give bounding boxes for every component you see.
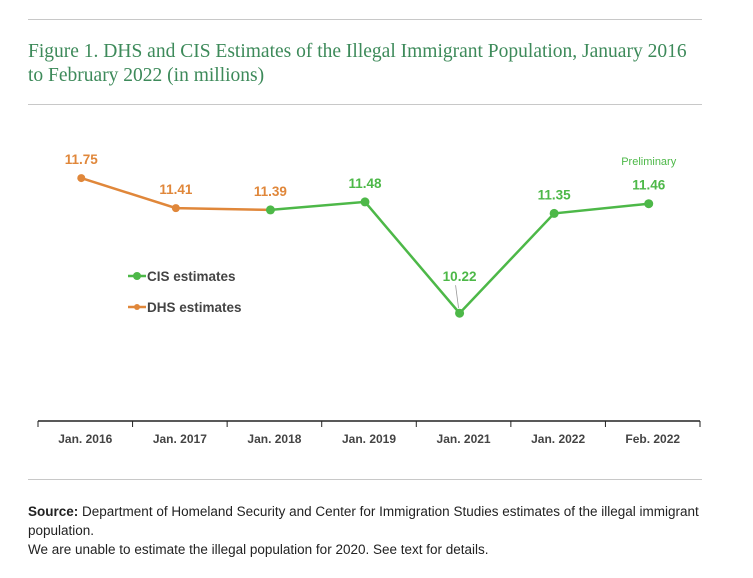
x-tick-label: Jan. 2021 (437, 432, 491, 446)
x-tick-label: Jan. 2019 (342, 432, 396, 446)
source-label: Source: (28, 504, 79, 519)
data-label: 11.41 (159, 182, 193, 197)
bottom-divider (28, 479, 702, 480)
data-label: 11.39 (254, 184, 287, 199)
legend-label: CIS estimates (147, 269, 236, 284)
source-note: Source: Department of Homeland Security … (28, 502, 708, 559)
data-point (549, 208, 559, 218)
legend-marker (134, 304, 140, 310)
source-text: Department of Homeland Security and Cent… (28, 504, 699, 538)
data-point (644, 199, 654, 209)
data-point (265, 205, 275, 215)
data-point (171, 204, 180, 213)
x-tick-label: Jan. 2022 (531, 432, 585, 446)
legend-label: DHS estimates (147, 300, 242, 315)
data-point (455, 308, 465, 318)
data-label: 11.46 (632, 178, 666, 193)
data-label: 11.35 (538, 187, 572, 202)
data-label: 11.75 (65, 152, 99, 167)
data-label: 11.48 (348, 176, 382, 191)
data-point (77, 174, 86, 183)
x-tick-label: Jan. 2017 (153, 432, 207, 446)
title-divider (28, 104, 702, 105)
leader-line (455, 285, 459, 309)
data-label: 10.22 (443, 269, 477, 284)
legend-marker (133, 272, 141, 280)
figure-title: Figure 1. DHS and CIS Estimates of the I… (28, 41, 687, 86)
preliminary-annotation: Preliminary (621, 156, 677, 168)
data-point (360, 197, 370, 207)
series-line-cis (270, 200, 649, 316)
x-tick-label: Jan. 2016 (58, 432, 112, 446)
x-tick-label: Jan. 2018 (247, 432, 301, 446)
x-tick-label: Feb. 2022 (625, 432, 680, 446)
top-divider (28, 19, 702, 20)
line-chart: Jan. 2016 Jan. 2017 Jan. 2018 Jan. 2019 Jan.… (37, 152, 701, 446)
source-footnote: We are unable to estimate the illegal po… (28, 542, 489, 557)
